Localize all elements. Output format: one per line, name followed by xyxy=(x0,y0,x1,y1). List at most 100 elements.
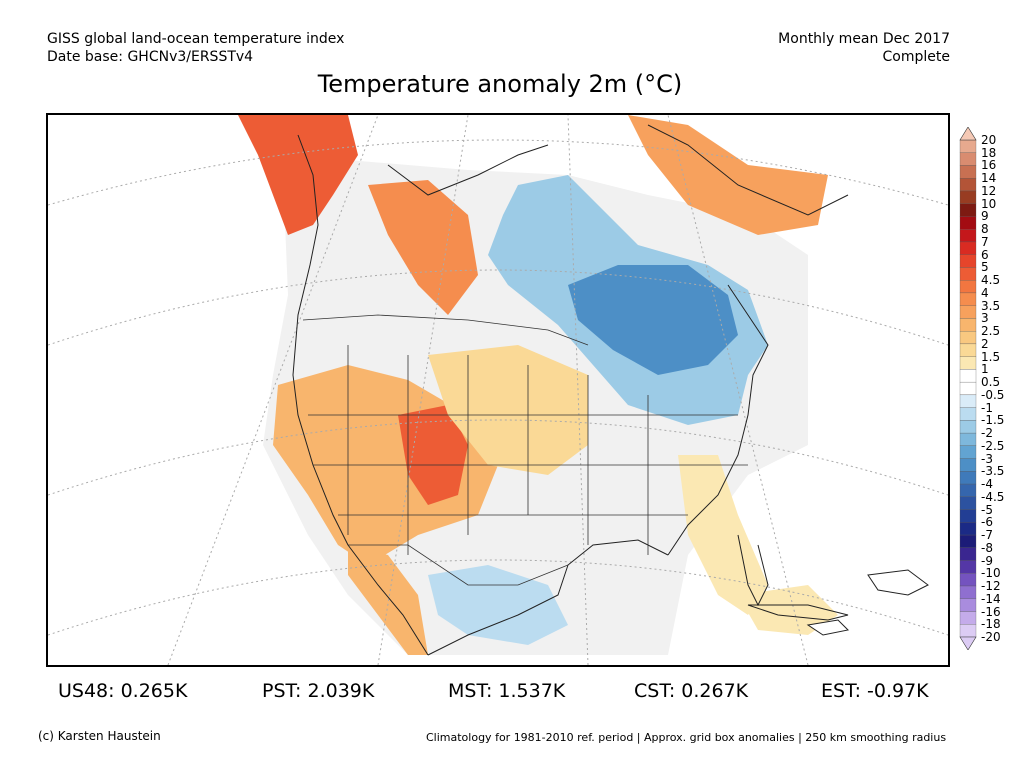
strong-cold-anomaly-core xyxy=(568,265,738,375)
region-est: EST: -0.97K xyxy=(821,680,929,702)
colorbar-tick-label: -2 xyxy=(981,426,993,441)
colorbar-tick-label: -6 xyxy=(981,515,993,530)
colorbar-tick-label: -5 xyxy=(981,502,993,517)
colorbar-tick-label: 10 xyxy=(981,196,997,211)
colorbar-step xyxy=(959,432,977,446)
method-note: Climatology for 1981-2010 ref. period | … xyxy=(426,731,947,744)
colorbar-tick-label: -2.5 xyxy=(981,438,1005,453)
colorbar-step xyxy=(959,534,977,548)
colorbar-step xyxy=(959,343,977,357)
colorbar-step xyxy=(959,369,977,383)
colorbar-step xyxy=(959,241,977,255)
colorbar-step xyxy=(959,381,977,396)
coastlines xyxy=(292,124,849,656)
colorbar-step xyxy=(959,547,977,561)
period-label: Monthly mean Dec 2017 xyxy=(778,31,950,47)
colorbar-step xyxy=(959,216,977,230)
database-name: Date base: GHCNv3/ERSSTv4 xyxy=(47,49,254,65)
colorbar-step xyxy=(959,152,977,166)
colorbar-tick-label: -4 xyxy=(981,477,993,492)
colorbar-tick-label: -20 xyxy=(981,630,1001,644)
colorbar-step xyxy=(959,203,977,217)
colorbar-tick-label: 14 xyxy=(981,171,997,186)
colorbar-tick-label: -7 xyxy=(981,528,993,543)
dataset-info: GISS global land-ocean temperature index… xyxy=(47,30,344,66)
colorbar-step xyxy=(959,356,977,370)
credit: (c) Karsten Haustein xyxy=(38,729,161,743)
period-info: Monthly mean Dec 2017 Complete xyxy=(778,30,950,66)
colorbar-tick-label: 2.5 xyxy=(981,324,1001,339)
colorbar-step xyxy=(959,407,977,421)
colorbar-tick-label: 3 xyxy=(981,311,989,326)
colorbar-step xyxy=(959,139,977,153)
colorbar-step xyxy=(959,624,977,638)
colorbar-step xyxy=(959,611,977,625)
colorbar-step xyxy=(959,280,977,294)
colorbar-tick-label: 20 xyxy=(981,133,997,147)
colorbar-tick-label: 12 xyxy=(981,183,997,198)
map-title: Temperature anomaly 2m (°C) xyxy=(317,70,683,98)
region-us48: US48: 0.265K xyxy=(58,680,188,702)
colorbar-step xyxy=(959,178,977,192)
borders xyxy=(302,314,748,586)
colorbar-tick-label: 18 xyxy=(981,145,997,160)
colorbar-tick-label: -18 xyxy=(981,617,1001,632)
colorbar-step xyxy=(959,483,977,497)
colorbar-step xyxy=(959,254,977,268)
colorbar-step xyxy=(959,509,977,523)
completeness-label: Complete xyxy=(882,49,950,65)
colorbar-step xyxy=(959,190,977,204)
colorbar-step xyxy=(959,318,977,332)
warm-anomaly-mexico xyxy=(348,545,428,655)
colorbar-tick-label: 2 xyxy=(981,336,989,351)
dataset-name: GISS global land-ocean temperature index xyxy=(47,31,345,47)
colorbar-step xyxy=(959,229,977,243)
region-pst: PST: 2.039K xyxy=(262,680,375,702)
colorbar-step xyxy=(959,394,977,408)
colorbar-step xyxy=(959,573,977,587)
warm-anomaly-alaska xyxy=(238,115,358,235)
colorbar-step xyxy=(959,445,977,459)
colorbar-step xyxy=(959,305,977,319)
colorbar-step xyxy=(959,267,977,281)
colorbar-step xyxy=(959,458,977,472)
colorbar-tick-label: -10 xyxy=(981,566,1001,581)
colorbar-tick-label: 9 xyxy=(981,209,989,224)
colorbar-tick-label: 16 xyxy=(981,158,997,173)
warm-anomaly-canada-west xyxy=(368,180,478,315)
region-cst: CST: 0.267K xyxy=(634,680,749,702)
regional-means: US48: 0.265K PST: 2.039K MST: 1.537K CST… xyxy=(0,680,1024,704)
warm-anomaly-greenland xyxy=(628,115,828,235)
colorbar-step xyxy=(959,331,977,345)
colorbar-step xyxy=(959,420,977,434)
map-canvas xyxy=(48,115,948,665)
colorbar-step xyxy=(959,471,977,485)
colorbar-tick-label: -1 xyxy=(981,400,993,415)
warm-anomaly-southeast xyxy=(678,455,768,615)
colorbar-tick-label: -3 xyxy=(981,451,993,466)
colorbar-tick-label: -14 xyxy=(981,591,1001,606)
colorbar-tick-label: -16 xyxy=(981,604,1001,619)
colorbar-step xyxy=(959,496,977,510)
colorbar-tick-label: 1.5 xyxy=(981,349,1001,364)
colorbar-tick-label: 6 xyxy=(981,247,989,262)
colorbar-step xyxy=(959,165,977,179)
colorbar-top-arrow xyxy=(959,127,977,141)
warm-anomaly-caribbean xyxy=(738,585,838,635)
colorbar-step xyxy=(959,598,977,612)
anomaly-map xyxy=(46,113,950,667)
colorbar-tick-label: 7 xyxy=(981,234,989,249)
hot-anomaly-core xyxy=(398,405,468,505)
colorbar-tick-label: 4.5 xyxy=(981,273,1001,288)
colorbar-tick-label: -9 xyxy=(981,553,993,568)
colorbar-tick-label: -4.5 xyxy=(981,489,1005,504)
colorbar-tick-label: 5 xyxy=(981,260,989,275)
colorbar-step xyxy=(959,522,977,536)
colorbar-tick-label: 3.5 xyxy=(981,298,1001,313)
colorbar-step xyxy=(959,585,977,599)
colorbar-tick-label: 1 xyxy=(981,362,989,377)
colorbar-tick-label: -3.5 xyxy=(981,464,1005,479)
mild-cold-anomaly-south xyxy=(428,565,568,645)
colorbar-tick-label: 4 xyxy=(981,285,989,300)
colorbar-tick-label: -12 xyxy=(981,579,1001,594)
